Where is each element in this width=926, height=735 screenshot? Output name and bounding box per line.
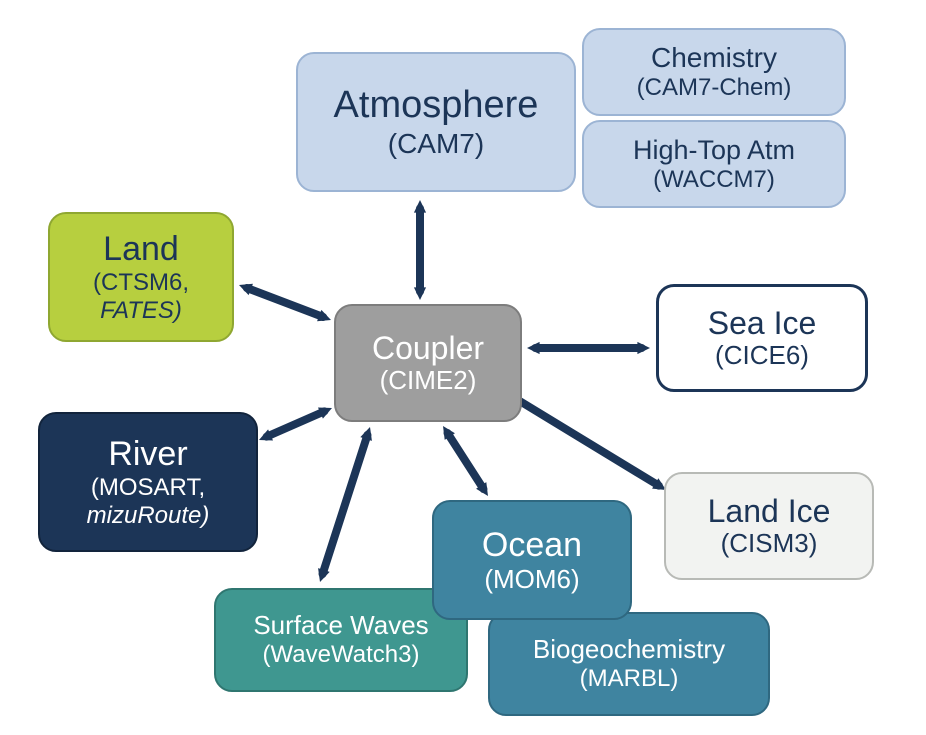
node-coupler-title: Coupler [372, 330, 484, 367]
edge-3 [323, 435, 368, 574]
edge-1 [247, 288, 323, 317]
node-river-sub: (MOSART, [91, 474, 205, 502]
node-bgc: Biogeochemistry(MARBL) [488, 612, 770, 716]
node-land-sub: (CTSM6, [93, 269, 189, 297]
node-river-sub-italic: mizuRoute) [87, 502, 210, 530]
node-bgc-sub: (MARBL) [580, 665, 679, 693]
node-waves-title: Surface Waves [253, 611, 428, 641]
node-waves: Surface Waves(WaveWatch3) [214, 588, 468, 692]
node-chemistry-sub: (CAM7-Chem) [637, 74, 792, 102]
node-land-sub-italic: FATES) [100, 297, 182, 325]
edge-6 [518, 400, 659, 486]
node-coupler-sub: (CIME2) [380, 366, 477, 396]
node-river: River(MOSART,mizuRoute) [38, 412, 258, 552]
node-landice: Land Ice(CISM3) [664, 472, 874, 580]
node-ocean-sub: (MOM6) [484, 565, 579, 595]
edge-4 [448, 433, 484, 489]
node-hightop-title: High-Top Atm [633, 135, 795, 166]
node-bgc-title: Biogeochemistry [533, 635, 725, 665]
node-landice-sub: (CISM3) [721, 529, 818, 559]
node-hightop: High-Top Atm(WACCM7) [582, 120, 846, 208]
node-chemistry-title: Chemistry [651, 42, 777, 74]
node-seaice: Sea Ice(CICE6) [656, 284, 868, 392]
node-landice-title: Land Ice [708, 493, 831, 530]
node-hightop-sub: (WACCM7) [653, 166, 775, 194]
edge-2 [267, 411, 325, 436]
node-atmosphere-title: Atmosphere [334, 84, 539, 128]
node-chemistry: Chemistry(CAM7-Chem) [582, 28, 846, 116]
diagram-canvas: Chemistry(CAM7-Chem)High-Top Atm(WACCM7)… [0, 0, 926, 735]
node-seaice-sub: (CICE6) [715, 341, 809, 371]
node-ocean: Ocean(MOM6) [432, 500, 632, 620]
node-atmosphere-sub: (CAM7) [388, 128, 484, 160]
node-ocean-title: Ocean [482, 526, 582, 565]
node-atmosphere: Atmosphere(CAM7) [296, 52, 576, 192]
node-coupler: Coupler(CIME2) [334, 304, 522, 422]
node-waves-sub: (WaveWatch3) [263, 641, 420, 669]
node-land: Land(CTSM6,FATES) [48, 212, 234, 342]
node-seaice-title: Sea Ice [708, 305, 817, 342]
node-land-title: Land [103, 230, 179, 269]
node-river-title: River [108, 435, 187, 474]
